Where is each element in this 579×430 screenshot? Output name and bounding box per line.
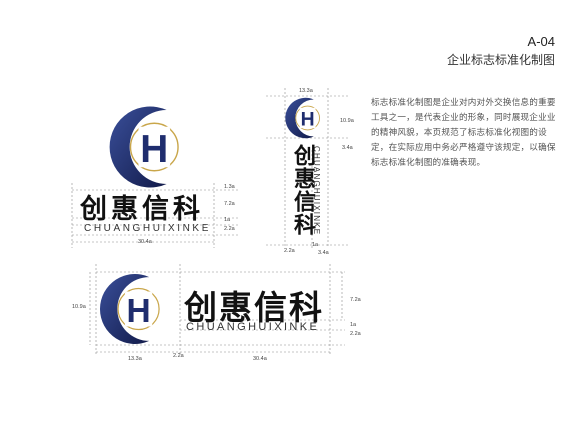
- svg-text:H: H: [140, 128, 168, 171]
- dim-label: 1a: [312, 242, 319, 248]
- dim-label: 7.2a: [224, 201, 235, 207]
- dim-label: 1a: [350, 322, 357, 328]
- dim-label: 3.4a: [318, 250, 329, 256]
- logo-mark-vertical: H: [285, 97, 320, 139]
- logo-pinyin-vertical: CHUANGHUIXINKE: [312, 146, 321, 236]
- logo-mark-stacked: H: [109, 106, 179, 188]
- logo-name-horizontal: 创惠信科: [184, 288, 324, 327]
- dim-label: 2.2a: [173, 353, 184, 359]
- dim-label: 13.3a: [128, 356, 142, 362]
- logo-pinyin-horizontal: CHUANGHUIXINKE: [186, 321, 320, 333]
- dim-label: 30.4a: [253, 356, 267, 362]
- svg-text:H: H: [126, 293, 150, 330]
- logo-name-stacked: 创惠信科: [80, 194, 204, 225]
- dim-label: 1a: [224, 217, 231, 223]
- logo-pinyin-stacked: CHUANGHUIXINKE: [84, 223, 211, 234]
- page-title: 企业标志标准化制图: [446, 53, 555, 67]
- page-code: A-04: [527, 34, 555, 49]
- dim-label: 13.3a: [299, 88, 313, 94]
- description-text: 标志标准化制图是企业对内对外交换信息的重要工具之一，是代表企业的形象，同时展现企…: [371, 98, 556, 168]
- logo-mark-horizontal: H: [99, 274, 160, 344]
- dim-label: 2.2a: [350, 331, 361, 337]
- dim-label: 1.3a: [224, 184, 235, 190]
- svg-text:H: H: [301, 108, 315, 130]
- dim-label: 2.2a: [284, 248, 295, 254]
- logo-name-vertical: 创惠信科: [290, 144, 315, 236]
- dim-label: 7.2a: [350, 297, 361, 303]
- dim-label: 10.9a: [72, 304, 86, 310]
- dim-label: 10.9a: [340, 118, 354, 124]
- dim-label: 2.2a: [224, 226, 235, 232]
- dim-label: 30.4a: [138, 239, 152, 245]
- dim-label: 3.4a: [342, 145, 353, 151]
